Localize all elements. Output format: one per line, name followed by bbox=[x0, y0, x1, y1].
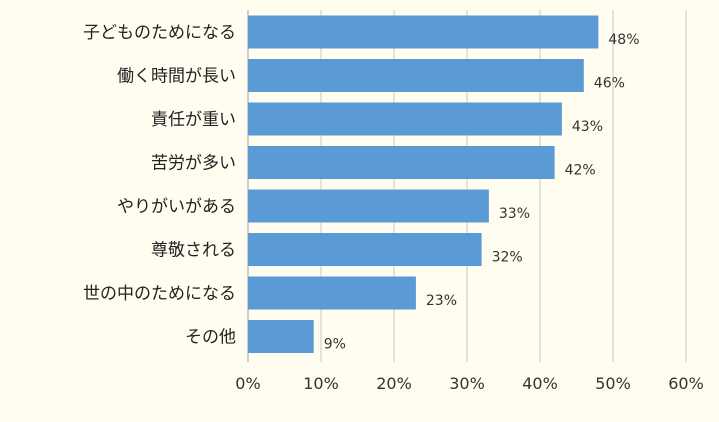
value-label: 42% bbox=[565, 163, 596, 179]
x-tick-label: 40% bbox=[522, 374, 558, 393]
value-label: 33% bbox=[499, 206, 530, 222]
bar-4 bbox=[248, 189, 489, 223]
x-tick-label: 0% bbox=[235, 374, 260, 393]
category-label: やりがいがある bbox=[117, 197, 236, 217]
category-label: 責任が重い bbox=[151, 110, 236, 130]
bar-2 bbox=[248, 102, 562, 136]
bar-0 bbox=[248, 15, 599, 49]
value-label: 46% bbox=[594, 76, 625, 92]
x-tick-label: 50% bbox=[595, 374, 631, 393]
category-label: 子どものためになる bbox=[83, 23, 236, 43]
category-label: 尊敬される bbox=[151, 241, 236, 261]
bar-3 bbox=[248, 146, 555, 179]
x-tick-label: 60% bbox=[668, 374, 704, 393]
bar-1 bbox=[248, 59, 584, 92]
value-label: 23% bbox=[426, 293, 457, 309]
category-label: 苦労が多い bbox=[151, 154, 236, 174]
value-label: 9% bbox=[324, 337, 346, 353]
value-label: 48% bbox=[608, 32, 639, 48]
bars bbox=[248, 15, 599, 353]
bar-6 bbox=[248, 276, 416, 310]
category-label: その他 bbox=[185, 328, 236, 348]
x-tick-label: 20% bbox=[376, 374, 412, 393]
bar-7 bbox=[248, 320, 314, 353]
category-label: 世の中のためになる bbox=[83, 284, 236, 304]
category-label: 働く時間が長い bbox=[117, 67, 236, 87]
value-label: 32% bbox=[492, 250, 523, 266]
bar-5 bbox=[248, 233, 482, 266]
x-tick-label: 30% bbox=[449, 374, 485, 393]
value-label: 43% bbox=[572, 119, 603, 135]
labels: 0% 10% 20% 30% 40% 50% 60% 子どものためになる 48% 働く時間が長い 4… bbox=[83, 23, 704, 393]
x-tick-label: 10% bbox=[303, 374, 339, 393]
